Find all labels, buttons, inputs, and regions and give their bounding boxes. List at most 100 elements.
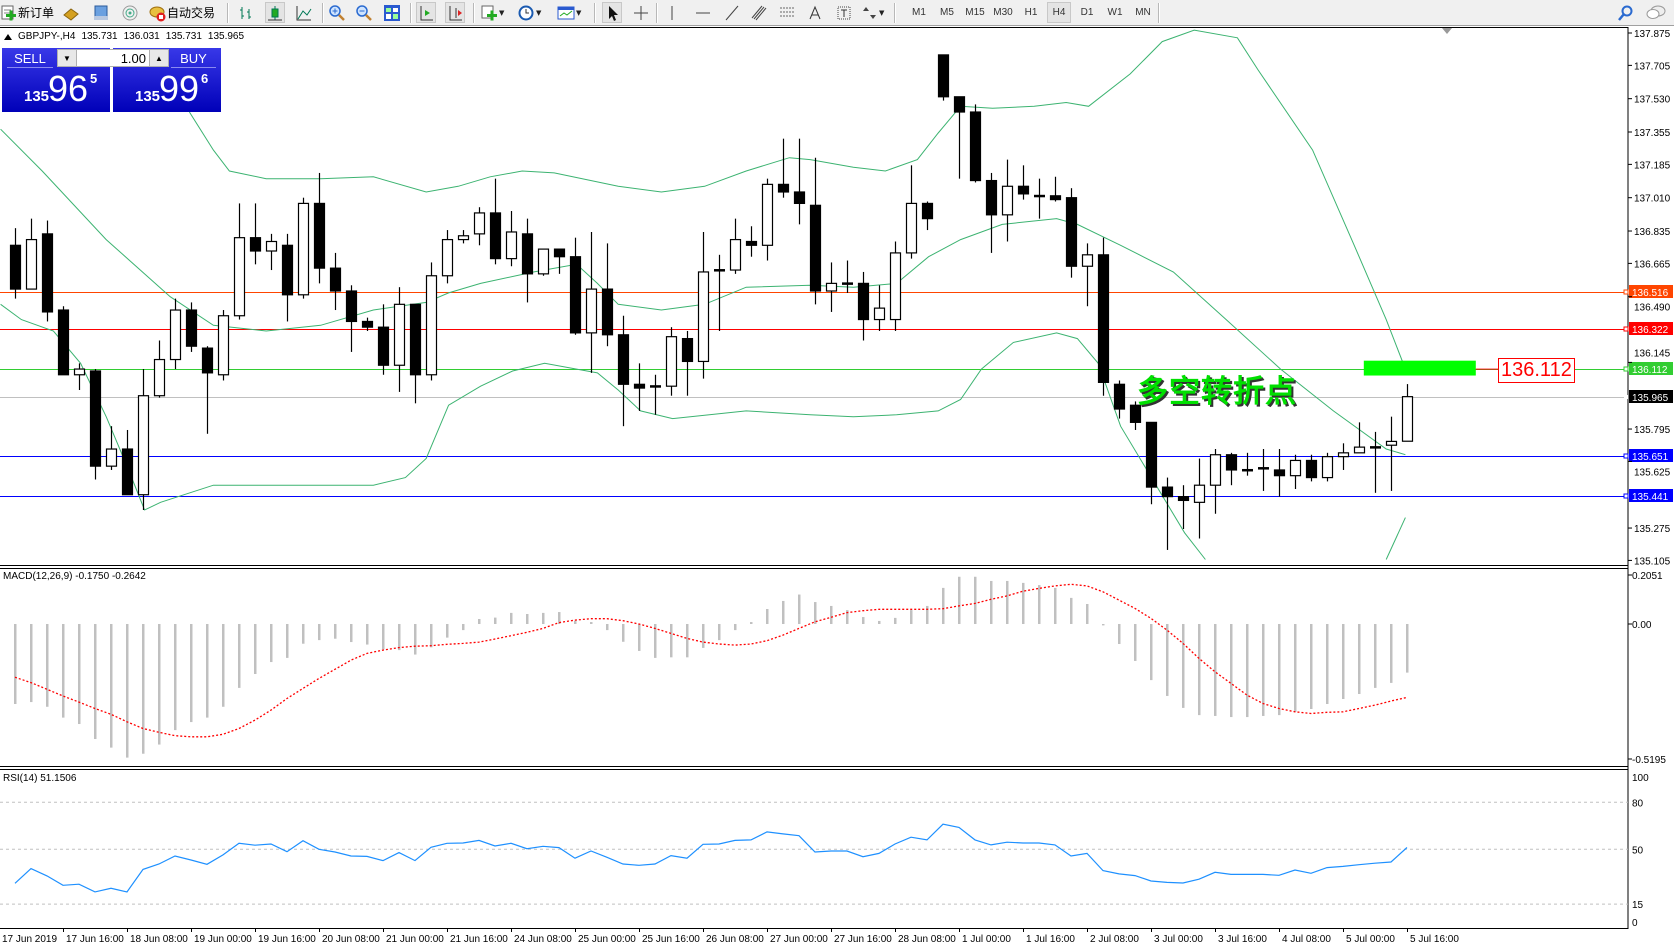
candle[interactable] xyxy=(1065,188,1078,278)
candle[interactable] xyxy=(281,233,294,322)
timeframe-w1[interactable]: W1 xyxy=(1107,7,1123,18)
candle[interactable] xyxy=(25,218,38,290)
timeframe-h4[interactable]: H4 xyxy=(1047,2,1071,23)
line-chart-button[interactable] xyxy=(295,2,313,23)
macd-panel[interactable] xyxy=(14,576,1409,758)
candle[interactable] xyxy=(681,330,694,396)
candle[interactable] xyxy=(905,165,918,259)
search-button[interactable] xyxy=(1617,2,1635,23)
candle[interactable] xyxy=(185,302,198,352)
timeframe-h1[interactable]: H1 xyxy=(1024,7,1038,18)
candle[interactable] xyxy=(650,374,661,415)
candle[interactable] xyxy=(361,317,374,331)
timeframe-m30[interactable]: M30 xyxy=(993,7,1013,18)
candle[interactable] xyxy=(73,363,86,390)
candle[interactable] xyxy=(1001,159,1014,242)
chat-button[interactable] xyxy=(1645,2,1667,23)
candle[interactable] xyxy=(1242,452,1253,476)
candle[interactable] xyxy=(714,254,725,331)
trendline-button[interactable] xyxy=(723,2,741,23)
candle[interactable] xyxy=(633,363,646,411)
horizontal-line-button[interactable] xyxy=(694,2,712,23)
candle[interactable] xyxy=(921,201,934,231)
candle[interactable] xyxy=(1097,237,1110,396)
candle[interactable] xyxy=(441,230,454,284)
new-chart-button[interactable]: ▼ xyxy=(480,2,504,23)
timeframe-m1[interactable]: M1 xyxy=(912,7,926,18)
templates-button[interactable]: ▼ xyxy=(557,2,581,23)
candle[interactable] xyxy=(1321,452,1334,482)
candle[interactable] xyxy=(809,157,822,305)
line-anchor-square[interactable] xyxy=(1623,493,1629,499)
candle[interactable] xyxy=(1081,243,1094,307)
candle[interactable] xyxy=(1225,452,1238,486)
timeframe-m5[interactable]: M5 xyxy=(940,7,954,18)
fibonacci-button[interactable] xyxy=(778,2,796,23)
candle[interactable] xyxy=(489,178,502,265)
candle[interactable] xyxy=(473,207,486,246)
line-anchor-square[interactable] xyxy=(1623,453,1629,459)
candle[interactable] xyxy=(89,369,102,480)
rectangle-object[interactable] xyxy=(1363,360,1476,376)
timeframe-d1[interactable]: D1 xyxy=(1080,7,1094,18)
reversal-point-annotation[interactable]: 多空转折点 xyxy=(1137,374,1297,410)
candle[interactable] xyxy=(1193,458,1206,539)
zoom-in-button[interactable] xyxy=(328,2,346,23)
cursor-tool-button[interactable] xyxy=(602,2,622,23)
chart-shift-marker[interactable] xyxy=(1442,28,1452,34)
equidistant-channel-button[interactable] xyxy=(750,2,768,23)
price-label-object[interactable]: 136.112 xyxy=(1498,358,1575,383)
candle[interactable] xyxy=(857,271,870,341)
candle[interactable] xyxy=(617,315,630,427)
candle[interactable] xyxy=(953,96,966,179)
candle[interactable] xyxy=(825,262,838,312)
candle[interactable] xyxy=(1049,176,1062,202)
arrows-button[interactable]: ▼ xyxy=(862,2,884,23)
candle[interactable] xyxy=(1353,422,1366,454)
new-order-button[interactable]: 新订单 xyxy=(0,2,54,23)
candle[interactable] xyxy=(1337,443,1350,470)
volume-input[interactable] xyxy=(77,50,149,66)
candle[interactable] xyxy=(105,426,118,470)
bar-chart-button[interactable] xyxy=(237,2,255,23)
navigator-button[interactable] xyxy=(121,2,139,23)
candle[interactable] xyxy=(1305,454,1318,482)
candle[interactable] xyxy=(889,241,902,331)
candle[interactable] xyxy=(217,310,230,381)
timeframe-mn[interactable]: MN xyxy=(1135,7,1151,18)
line-anchor-square[interactable] xyxy=(1623,366,1629,372)
candle[interactable] xyxy=(265,233,278,271)
candle[interactable] xyxy=(1017,165,1030,200)
rsi-panel[interactable] xyxy=(0,801,1628,905)
crosshair-tool-button[interactable] xyxy=(632,2,650,23)
data-window-button[interactable] xyxy=(92,2,110,23)
text-label-button[interactable] xyxy=(836,2,852,23)
candle[interactable] xyxy=(585,231,598,373)
candle[interactable] xyxy=(1209,449,1222,514)
candle[interactable] xyxy=(729,218,742,274)
candle[interactable] xyxy=(377,304,390,375)
candle[interactable] xyxy=(537,248,550,276)
candle[interactable] xyxy=(505,211,518,267)
candle[interactable] xyxy=(569,237,582,335)
candle[interactable] xyxy=(233,203,246,320)
main-price-panel[interactable] xyxy=(0,29,1628,560)
periods-button[interactable]: ▼ xyxy=(517,2,541,23)
candle[interactable] xyxy=(57,306,70,376)
candle[interactable] xyxy=(121,429,134,496)
candle[interactable] xyxy=(41,220,54,322)
candle[interactable] xyxy=(937,54,950,101)
candle[interactable] xyxy=(153,340,166,398)
volume-stepper[interactable]: ▼ ▲ xyxy=(57,49,169,67)
candle[interactable] xyxy=(665,327,678,396)
vertical-line-button[interactable] xyxy=(666,2,678,23)
line-anchor-square[interactable] xyxy=(1624,395,1628,399)
candle[interactable] xyxy=(1258,449,1269,491)
market-watch-button[interactable] xyxy=(62,2,80,23)
auto-trading-button[interactable]: 自动交易 xyxy=(148,2,215,23)
candle[interactable] xyxy=(1129,401,1142,430)
candle[interactable] xyxy=(409,303,422,404)
candle[interactable] xyxy=(1401,384,1414,442)
candle[interactable] xyxy=(1370,431,1381,493)
candle[interactable] xyxy=(201,346,214,434)
